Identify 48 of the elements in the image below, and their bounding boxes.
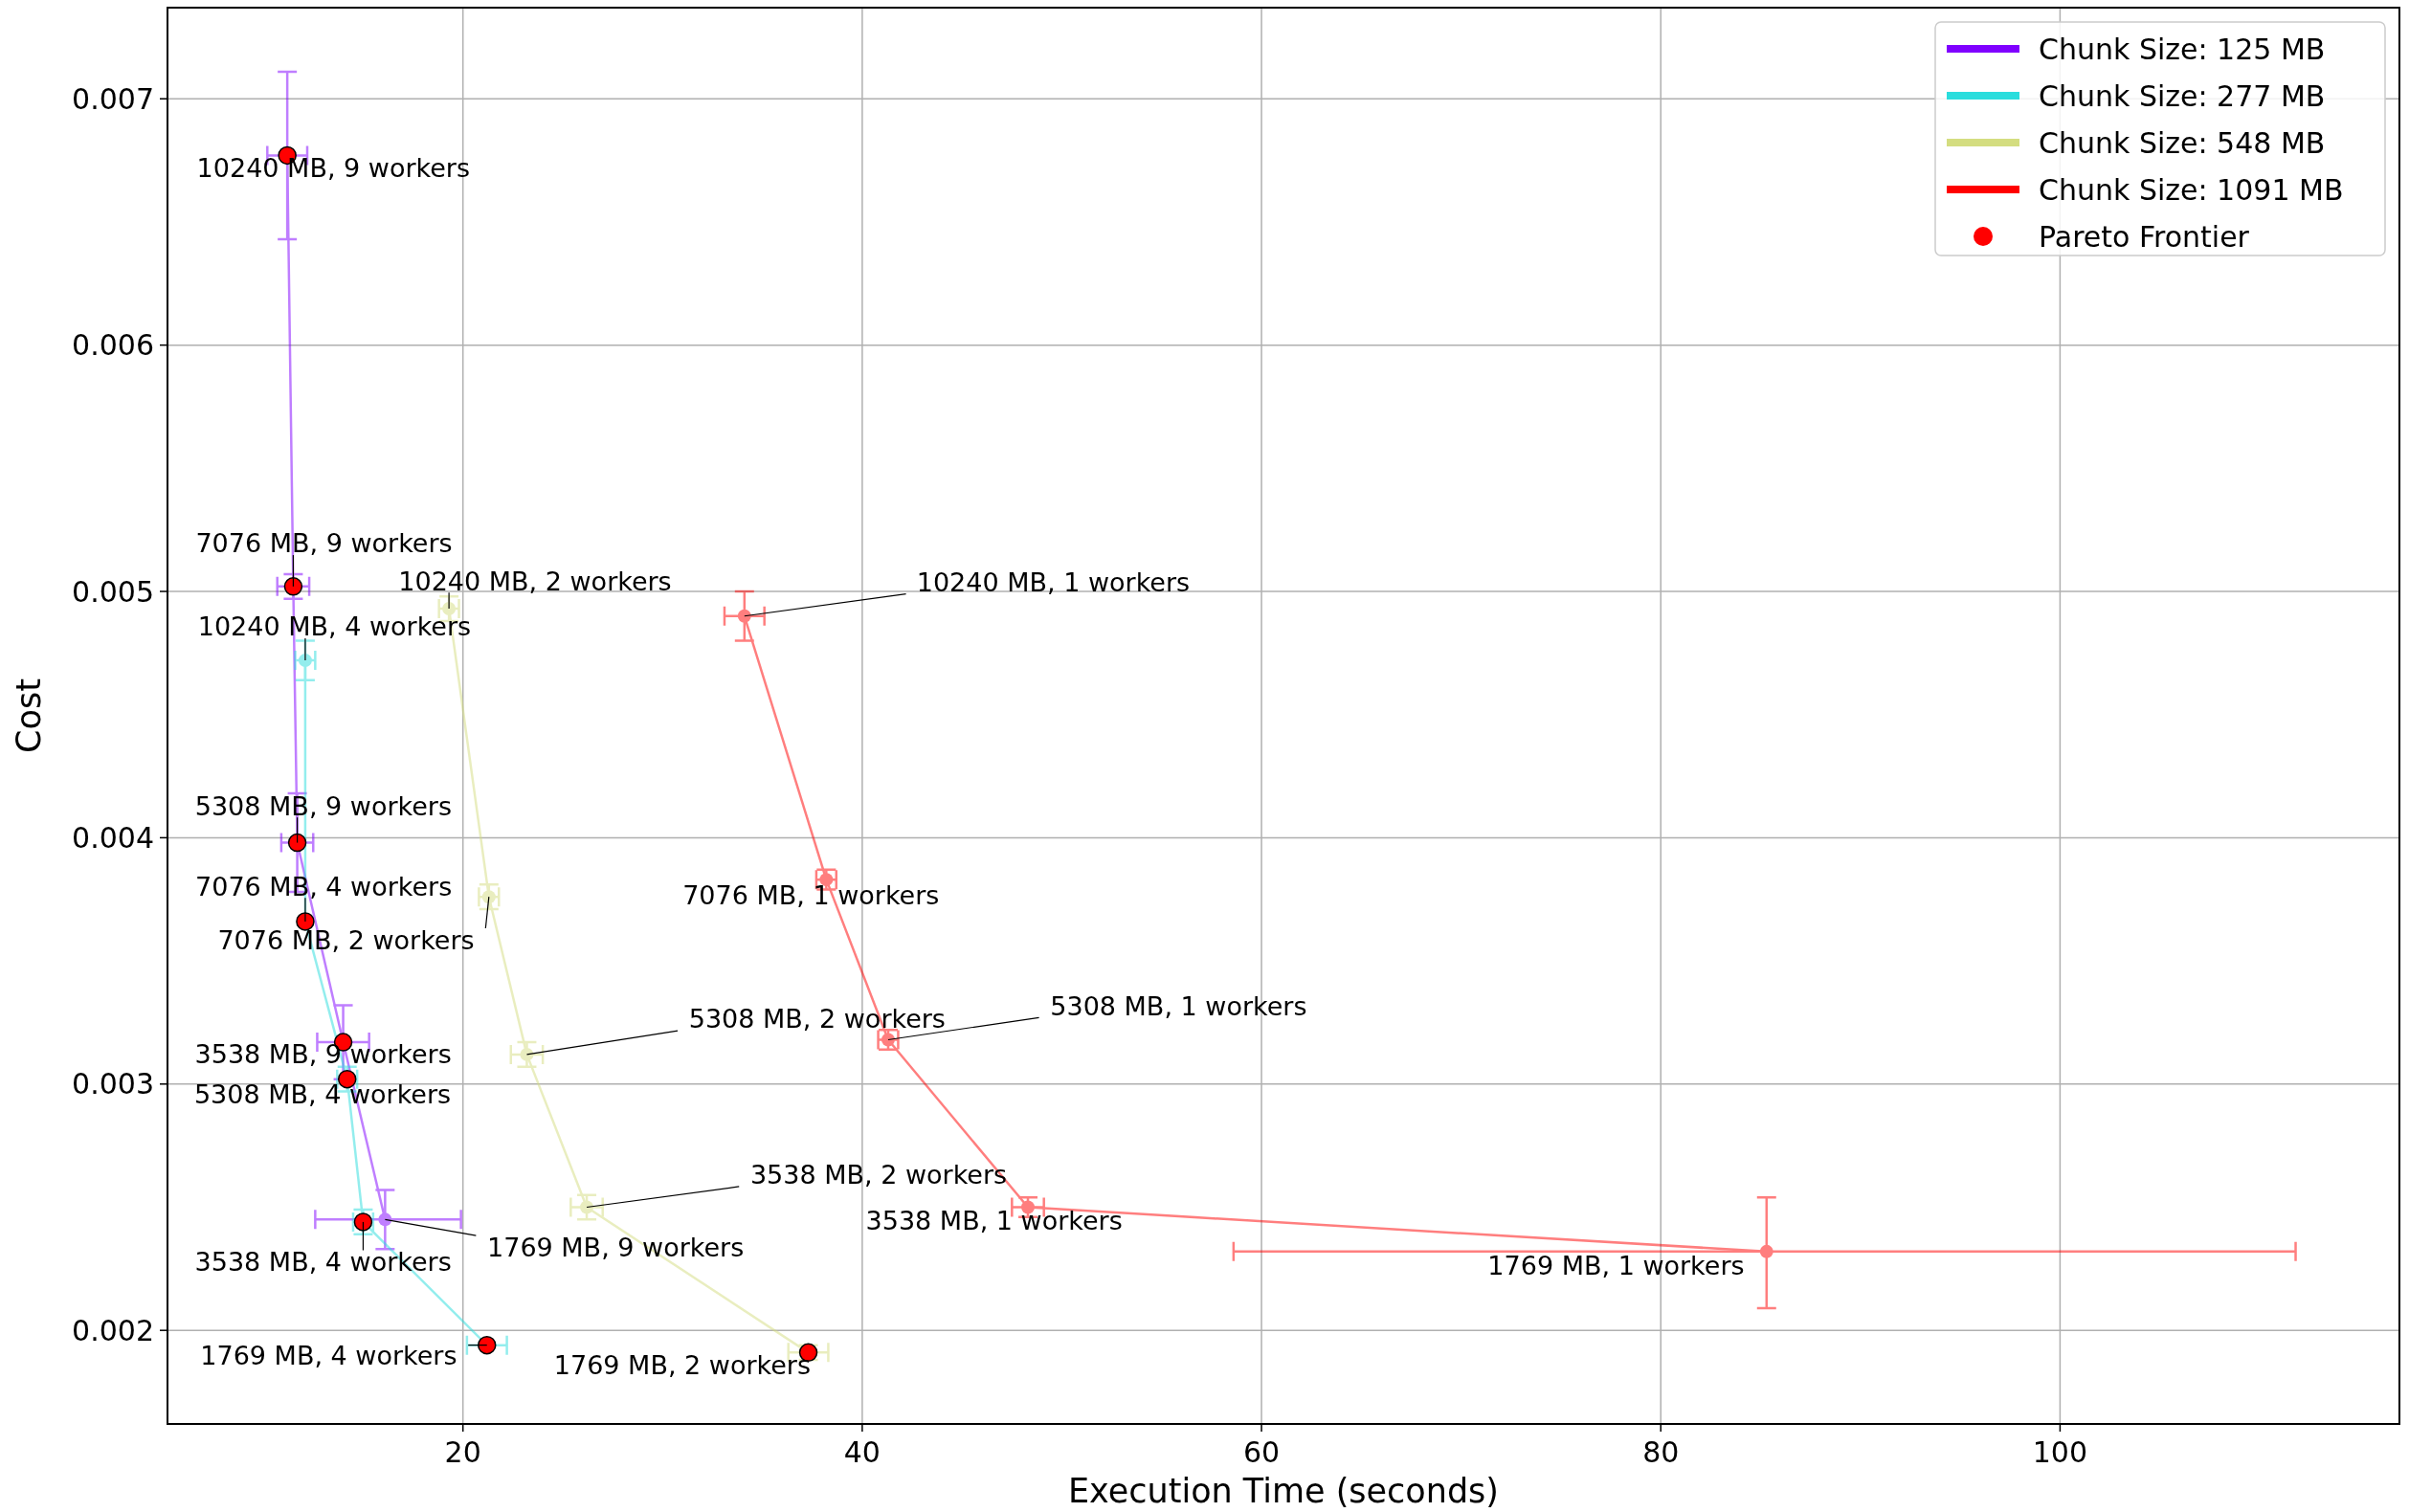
y-tick-label: 0.005 [72, 574, 154, 609]
x-tick-label: 80 [1642, 1435, 1680, 1469]
annotation: 5308 MB, 1 workers [1050, 990, 1307, 1021]
annotation: 1769 MB, 9 workers [487, 1232, 745, 1262]
annotation: 3538 MB, 9 workers [194, 1039, 452, 1070]
legend-label: Chunk Size: 125 MB [2039, 32, 2326, 66]
x-tick-label: 100 [2032, 1435, 2088, 1469]
annotation: 1769 MB, 2 workers [553, 1349, 812, 1380]
legend-label: Pareto Frontier [2039, 219, 2250, 254]
point [881, 1033, 895, 1047]
y-tick-label: 0.004 [72, 820, 154, 855]
y-tick-label: 0.002 [72, 1313, 154, 1347]
legend-label: Chunk Size: 1091 MB [2039, 172, 2344, 207]
point [378, 1212, 392, 1227]
point [298, 654, 312, 668]
annotation: 7076 MB, 1 workers [682, 879, 940, 910]
annotation: 1769 MB, 1 workers [1487, 1250, 1745, 1280]
annotation: 5308 MB, 4 workers [193, 1079, 452, 1110]
annotation: 10240 MB, 9 workers [196, 152, 470, 183]
annotation: 10240 MB, 1 workers [916, 567, 1191, 597]
annotation: 5308 MB, 9 workers [194, 790, 452, 821]
legend-label: Chunk Size: 548 MB [2039, 125, 2326, 160]
y-tick-label: 0.006 [72, 328, 154, 363]
annotation: 10240 MB, 2 workers [398, 566, 672, 596]
point [442, 602, 457, 616]
annotation: 3538 MB, 2 workers [749, 1160, 1008, 1190]
annotation: 7076 MB, 2 workers [217, 924, 475, 955]
annotation: 3538 MB, 4 workers [194, 1247, 452, 1278]
annotation: 5308 MB, 2 workers [688, 1004, 946, 1034]
annotation: 1769 MB, 4 workers [200, 1341, 457, 1371]
y-tick-label: 0.007 [72, 81, 154, 116]
y-axis-title: Cost [10, 678, 48, 753]
annotation: 7076 MB, 4 workers [195, 871, 453, 901]
x-tick-label: 40 [843, 1435, 881, 1469]
point [520, 1047, 534, 1061]
point [819, 873, 834, 887]
legend-label: Chunk Size: 277 MB [2039, 78, 2326, 113]
y-tick-label: 0.003 [72, 1067, 154, 1101]
x-axis-title: Execution Time (seconds) [1067, 1472, 1500, 1510]
annotation: 3538 MB, 1 workers [865, 1206, 1123, 1236]
annotation: 7076 MB, 9 workers [195, 528, 453, 559]
point [481, 890, 496, 904]
point [580, 1200, 594, 1214]
point [737, 609, 751, 623]
point [1759, 1244, 1773, 1258]
annotation: 10240 MB, 4 workers [197, 611, 472, 642]
x-tick-label: 20 [444, 1435, 481, 1469]
x-tick-label: 60 [1242, 1435, 1281, 1469]
